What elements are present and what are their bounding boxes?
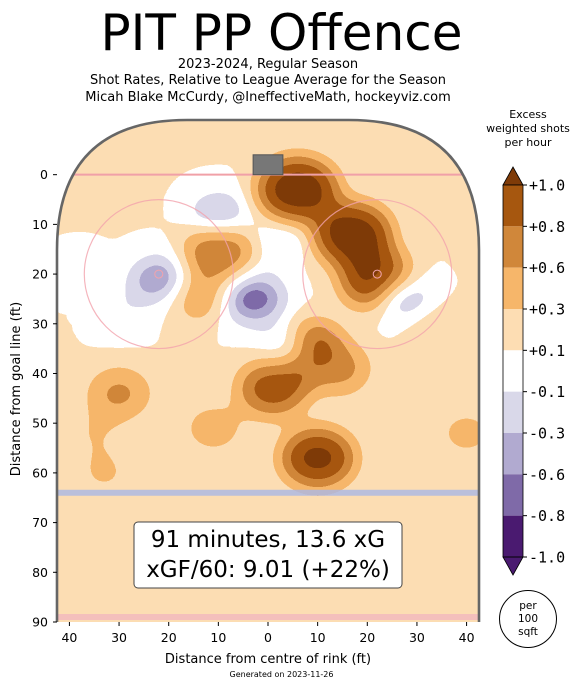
colorbar-title-line-2: weighted shots xyxy=(486,122,570,135)
goal-net-icon xyxy=(252,154,284,176)
x-tick-label: 30 xyxy=(409,630,425,645)
colorbar-tick-label: -1.0 xyxy=(529,549,565,567)
heat-hotspot xyxy=(89,371,149,415)
heat-hotspot xyxy=(240,364,306,413)
heat-hotspot xyxy=(307,346,368,391)
per-area-badge: per 100 sqft xyxy=(499,590,557,648)
colorbar: +1.0 +0.8 +0.6 +0.3 +0.1 -0.1 -0.3 -0.6 -0.8 -1.0 xyxy=(502,166,565,576)
x-tick-label: 10 xyxy=(310,630,326,645)
y-axis-label: Distance from goal line (ft) xyxy=(9,302,24,476)
colorbar-segment xyxy=(503,350,523,392)
heat-hotspot xyxy=(92,294,146,333)
per-area-line-3: sqft xyxy=(518,625,538,638)
plot-area: 40 30 20 10 0 10 20 30 40 0 10 20 30 40 50 60 70 80 90 Di… xyxy=(9,118,481,667)
y-tick-label: 0 xyxy=(40,167,48,182)
heat-hotspot xyxy=(67,414,121,453)
y-tick-label: 90 xyxy=(32,615,48,630)
colorbar-extend-low xyxy=(502,556,524,576)
faceoff-circle xyxy=(83,199,234,350)
x-tick-label: 30 xyxy=(111,630,127,645)
colorbar-tick-label: -0.1 xyxy=(529,383,565,401)
y-tick-label: 10 xyxy=(32,217,48,232)
heat-hotspot xyxy=(185,407,242,449)
summary-minutes-xg: 91 minutes, 13.6 xG xyxy=(151,527,385,553)
chart-subtitle-description: Shot Rates, Relative to League Average f… xyxy=(89,73,447,88)
summary-xgf-rate: xGF/60: 9.01 (+22%) xyxy=(146,557,390,583)
x-axis-ticks: 40 30 20 10 0 10 20 30 40 xyxy=(61,622,475,645)
colorbar-tick-label: +1.0 xyxy=(529,177,565,195)
y-tick-label: 50 xyxy=(32,416,48,431)
colorbar-title-line-1: Excess xyxy=(509,108,547,121)
colorbar-tick-label: +0.6 xyxy=(529,259,565,277)
heat-hotspot xyxy=(57,255,106,293)
x-tick-label: 40 xyxy=(459,630,475,645)
heat-hotspot xyxy=(260,162,335,217)
heat-hotspot xyxy=(283,432,352,483)
colorbar-tick-label: +0.3 xyxy=(529,301,565,319)
y-tick-label: 70 xyxy=(32,515,48,530)
x-axis-label: Distance from centre of rink (ft) xyxy=(165,652,371,667)
colorbar-tick-label: -0.6 xyxy=(529,466,565,484)
heat-hotspot xyxy=(255,219,311,260)
faceoff-circle xyxy=(302,199,453,350)
colorbar-segment xyxy=(503,267,523,309)
heatmap-contours xyxy=(57,120,479,622)
y-tick-label: 80 xyxy=(32,565,48,580)
colorbar-segment xyxy=(503,433,523,475)
colorbar-segment xyxy=(503,185,523,227)
heat-hotspot xyxy=(256,329,310,368)
colorbar-segment xyxy=(503,515,523,557)
heat-hotspot xyxy=(217,272,290,326)
colorbar-segment xyxy=(503,309,523,351)
colorbar-tick-label: +0.1 xyxy=(529,342,565,360)
colorbar-tick-label: -0.3 xyxy=(529,425,565,443)
y-tick-label: 60 xyxy=(32,465,48,480)
y-tick-label: 30 xyxy=(32,316,48,331)
colorbar-segment xyxy=(503,391,523,433)
rink-boards-outline xyxy=(55,118,481,622)
chart-subtitle-season: 2023-2024, Regular Season xyxy=(177,57,359,72)
colorbar-title-line-3: per hour xyxy=(504,136,552,149)
x-tick-label: 40 xyxy=(61,630,77,645)
x-tick-label: 10 xyxy=(210,630,226,645)
colorbar-tick-label: -0.8 xyxy=(529,507,565,525)
generated-date: Generated on 2023-11-26 xyxy=(229,670,334,679)
colorbar-segment xyxy=(503,226,523,268)
heat-hotspot xyxy=(377,277,437,321)
chart-title: PIT PP Offence xyxy=(100,4,463,62)
per-area-line-1: per xyxy=(519,599,537,612)
summary-box: 91 minutes, 13.6 xG xGF/60: 9.01 (+22%) xyxy=(133,521,403,589)
x-tick-label: 20 xyxy=(161,630,177,645)
y-tick-label: 40 xyxy=(32,366,48,381)
heat-hotspot xyxy=(316,207,389,261)
per-area-line-2: 100 xyxy=(517,612,539,625)
chart-subtitle-author: Micah Blake McCurdy, @IneffectiveMath, h… xyxy=(85,90,451,105)
y-tick-label: 20 xyxy=(32,267,48,282)
heat-hotspot xyxy=(187,192,249,237)
heat-hotspot xyxy=(439,413,479,453)
colorbar-tick-label: +0.8 xyxy=(529,218,565,236)
colorbar-extend-high xyxy=(502,166,524,186)
heat-hotspot xyxy=(126,255,192,303)
heat-hotspot xyxy=(77,453,132,493)
rink-markings xyxy=(57,173,479,621)
colorbar-segment xyxy=(503,474,523,516)
x-tick-label: 20 xyxy=(359,630,375,645)
y-axis-ticks: 0 10 20 30 40 50 60 70 80 90 xyxy=(32,167,57,630)
x-tick-label: 0 xyxy=(264,630,272,645)
heat-hotspot xyxy=(186,226,250,273)
